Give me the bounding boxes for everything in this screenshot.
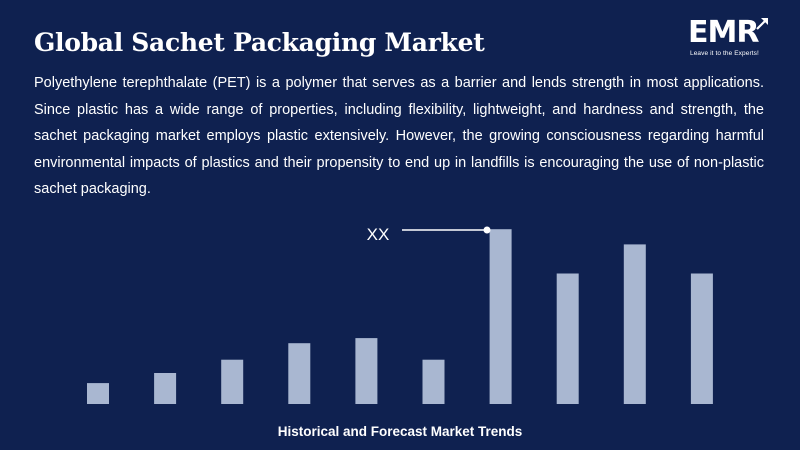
emr-logo: EMR Leave it to the Experts! bbox=[688, 16, 774, 64]
bar bbox=[422, 359, 445, 404]
bar bbox=[556, 273, 579, 404]
bar bbox=[87, 383, 109, 404]
arrow-up-right-icon bbox=[756, 18, 768, 30]
bar bbox=[154, 373, 177, 404]
page-title: Global Sachet Packaging Market bbox=[34, 28, 485, 57]
chart-caption: Historical and Forecast Market Trends bbox=[277, 424, 523, 439]
annotation-label: XX bbox=[367, 225, 390, 244]
bar bbox=[221, 359, 244, 404]
bar bbox=[288, 343, 311, 404]
bars-group bbox=[87, 229, 713, 404]
logo-text: EMR bbox=[688, 15, 759, 50]
logo-tagline: Leave it to the Experts! bbox=[690, 50, 759, 57]
bar bbox=[489, 229, 512, 404]
bar bbox=[690, 273, 713, 404]
annotation-marker bbox=[483, 226, 491, 234]
bar bbox=[623, 244, 646, 404]
annotation-group: XX bbox=[367, 225, 491, 244]
bar bbox=[355, 338, 378, 404]
description-text: Polyethylene terephthalate (PET) is a po… bbox=[34, 75, 764, 197]
